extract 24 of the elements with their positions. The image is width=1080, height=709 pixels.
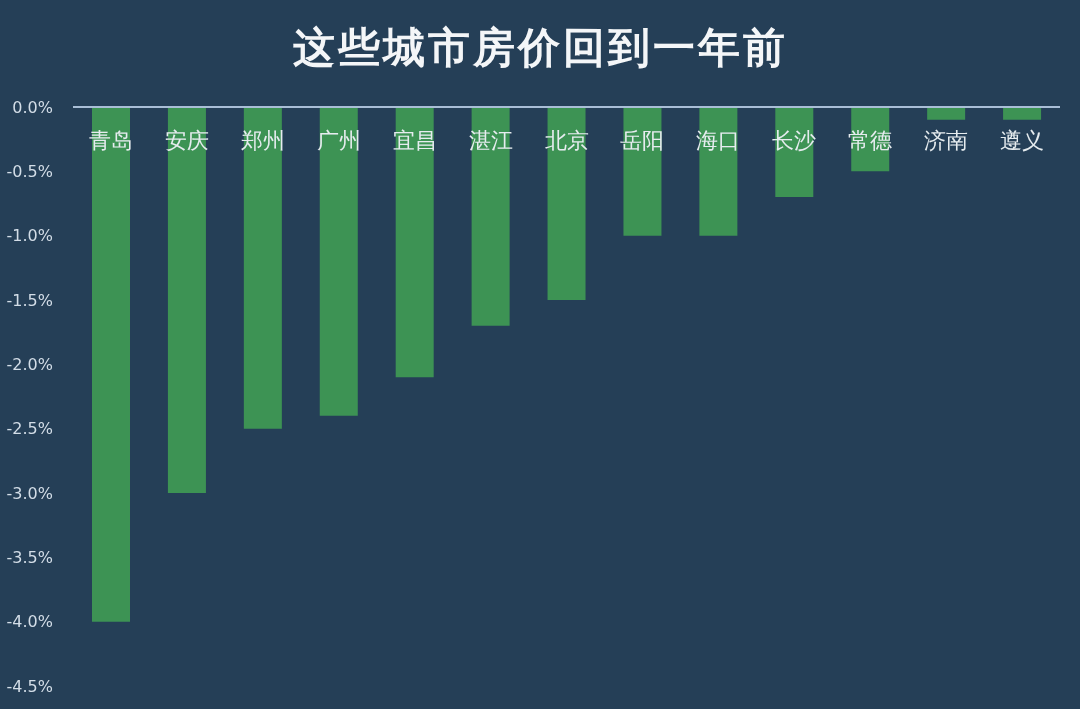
x-tick-label: 长沙 [772, 127, 817, 153]
y-tick-label: -3.0% [6, 483, 53, 503]
y-tick-label: -1.5% [6, 290, 53, 310]
x-tick-label: 郑州 [240, 127, 285, 153]
y-tick-label: -4.0% [6, 612, 53, 632]
x-tick-label: 安庆 [164, 127, 209, 153]
x-tick-label: 遵义 [1000, 127, 1045, 153]
x-tick-label: 常德 [848, 127, 893, 153]
x-tick-label: 海口 [696, 127, 741, 153]
y-tick-label: -4.5% [6, 676, 53, 696]
chart-title: 这些城市房价回到一年前 [291, 22, 789, 74]
y-tick-label: -2.5% [6, 419, 53, 439]
y-tick-label: -1.0% [6, 226, 53, 246]
x-tick-label: 北京 [544, 127, 589, 153]
y-tick-label: 0.0% [12, 97, 53, 117]
y-tick-label: -0.5% [6, 162, 53, 182]
x-tick-label: 宜昌 [392, 127, 437, 153]
x-tick-label: 青岛 [88, 127, 133, 153]
x-tick-label: 湛江 [468, 127, 513, 153]
y-tick-label: -3.5% [6, 548, 53, 568]
x-tick-label: 岳阳 [620, 127, 665, 153]
y-tick-label: -2.0% [6, 355, 53, 375]
x-tick-label: 济南 [924, 127, 969, 153]
x-tick-label: 广州 [316, 127, 361, 153]
